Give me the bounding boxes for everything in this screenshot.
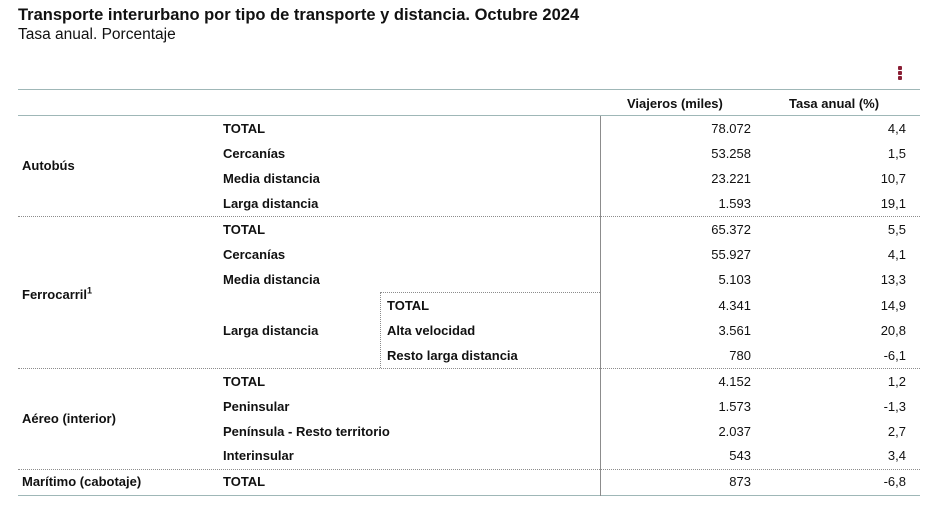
row-viajeros: 3.561 [718, 323, 751, 338]
group-maritimo: Marítimo (cabotaje) [22, 474, 142, 489]
row-label: Peninsular [223, 399, 290, 414]
column-divider [600, 116, 601, 496]
row-label: Media distancia [223, 171, 320, 186]
row-tasa: 3,4 [887, 448, 906, 463]
row-viajeros: 4.152 [718, 374, 751, 389]
row-label: TOTAL [223, 474, 266, 489]
row-tasa: 10,7 [880, 171, 906, 186]
row-label: TOTAL [223, 374, 266, 389]
row-label: Península - Resto territorio [223, 424, 390, 439]
row-viajeros: 543 [729, 448, 751, 463]
group-separator [18, 469, 920, 470]
subgroup-separator [380, 292, 600, 293]
row-viajeros: 55.927 [711, 247, 751, 262]
kebab-menu-icon[interactable] [897, 66, 903, 82]
group-autobus: Autobús [22, 158, 75, 173]
row-tasa: -1,3 [883, 399, 906, 414]
row-viajeros: 1.593 [718, 196, 751, 211]
row-viajeros: 23.221 [711, 171, 751, 186]
row-viajeros: 2.037 [718, 424, 751, 439]
row-tasa: -6,1 [883, 348, 906, 363]
row-label: Cercanías [223, 247, 286, 262]
row-label: Larga distancia [223, 323, 319, 338]
table-top-border [18, 89, 920, 90]
row-viajeros: 1.573 [718, 399, 751, 414]
header-viajeros: Viajeros (miles) [627, 96, 723, 111]
row-viajeros: 78.072 [711, 121, 751, 136]
group-separator [18, 368, 920, 369]
row-tasa: 4,1 [887, 247, 906, 262]
row-label: TOTAL [223, 222, 266, 237]
row-viajeros: 53.258 [711, 146, 751, 161]
group-separator [18, 216, 920, 217]
footnote-marker: 1 [87, 285, 93, 296]
row-sublabel: Resto larga distancia [387, 348, 518, 363]
row-sublabel: TOTAL [387, 298, 430, 313]
row-label: Larga distancia [223, 196, 319, 211]
row-tasa: 20,8 [880, 323, 906, 338]
row-viajeros: 873 [729, 474, 751, 489]
row-label: Media distancia [223, 272, 320, 287]
group-ferrocarril: Ferrocarril1 [22, 285, 93, 302]
group-aereo: Aéreo (interior) [22, 411, 116, 426]
row-tasa: 2,7 [887, 424, 906, 439]
row-viajeros: 5.103 [718, 272, 751, 287]
row-viajeros: 4.341 [718, 298, 751, 313]
row-tasa: 1,2 [887, 374, 906, 389]
row-tasa: 5,5 [887, 222, 906, 237]
row-viajeros: 65.372 [711, 222, 751, 237]
row-label: TOTAL [223, 121, 266, 136]
row-tasa: 13,3 [880, 272, 906, 287]
row-label: Interinsular [223, 448, 294, 463]
row-tasa: 4,4 [887, 121, 906, 136]
row-viajeros: 780 [729, 348, 751, 363]
subgroup-divider [380, 292, 381, 368]
page-subtitle: Tasa anual. Porcentaje [18, 26, 176, 43]
header-bottom-border [18, 115, 920, 116]
row-label: Cercanías [223, 146, 286, 161]
row-tasa: 14,9 [880, 298, 906, 313]
header-tasa: Tasa anual (%) [789, 96, 880, 111]
row-tasa: 19,1 [880, 196, 906, 211]
page-title: Transporte interurbano por tipo de trans… [18, 6, 580, 24]
row-tasa: -6,8 [883, 474, 906, 489]
row-sublabel: Alta velocidad [387, 323, 476, 338]
row-tasa: 1,5 [887, 146, 906, 161]
table-bottom-border [18, 495, 920, 496]
